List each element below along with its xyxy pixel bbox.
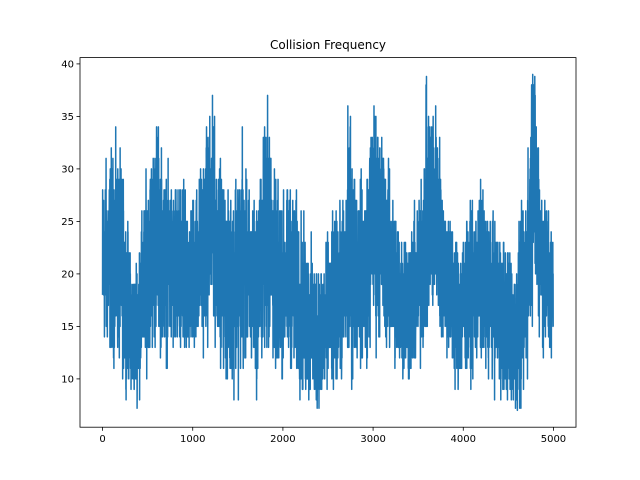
x-tick-label: 2000 [270,434,295,445]
y-axis: 10 15 20 25 30 35 40 [61,59,80,385]
y-tick-label: 20 [61,269,74,280]
y-tick-label: 40 [61,59,74,70]
axes-frame [79,57,577,428]
x-tick-label: 5000 [541,434,566,445]
y-tick-label: 35 [61,112,74,123]
x-axis: 0 1000 2000 3000 4000 5000 [99,427,566,445]
series-layer [101,73,555,412]
y-tick-label: 25 [61,217,74,228]
x-tick-label: 1000 [180,434,205,445]
y-tick-label: 30 [61,164,74,175]
x-tick-label: 4000 [451,434,476,445]
series-line [101,73,555,412]
chart-title: Collision Frequency [270,38,386,52]
y-tick-label: 15 [61,322,74,333]
x-tick-label: 3000 [360,434,385,445]
x-tick-label: 0 [99,434,105,445]
y-tick-label: 10 [61,374,74,385]
